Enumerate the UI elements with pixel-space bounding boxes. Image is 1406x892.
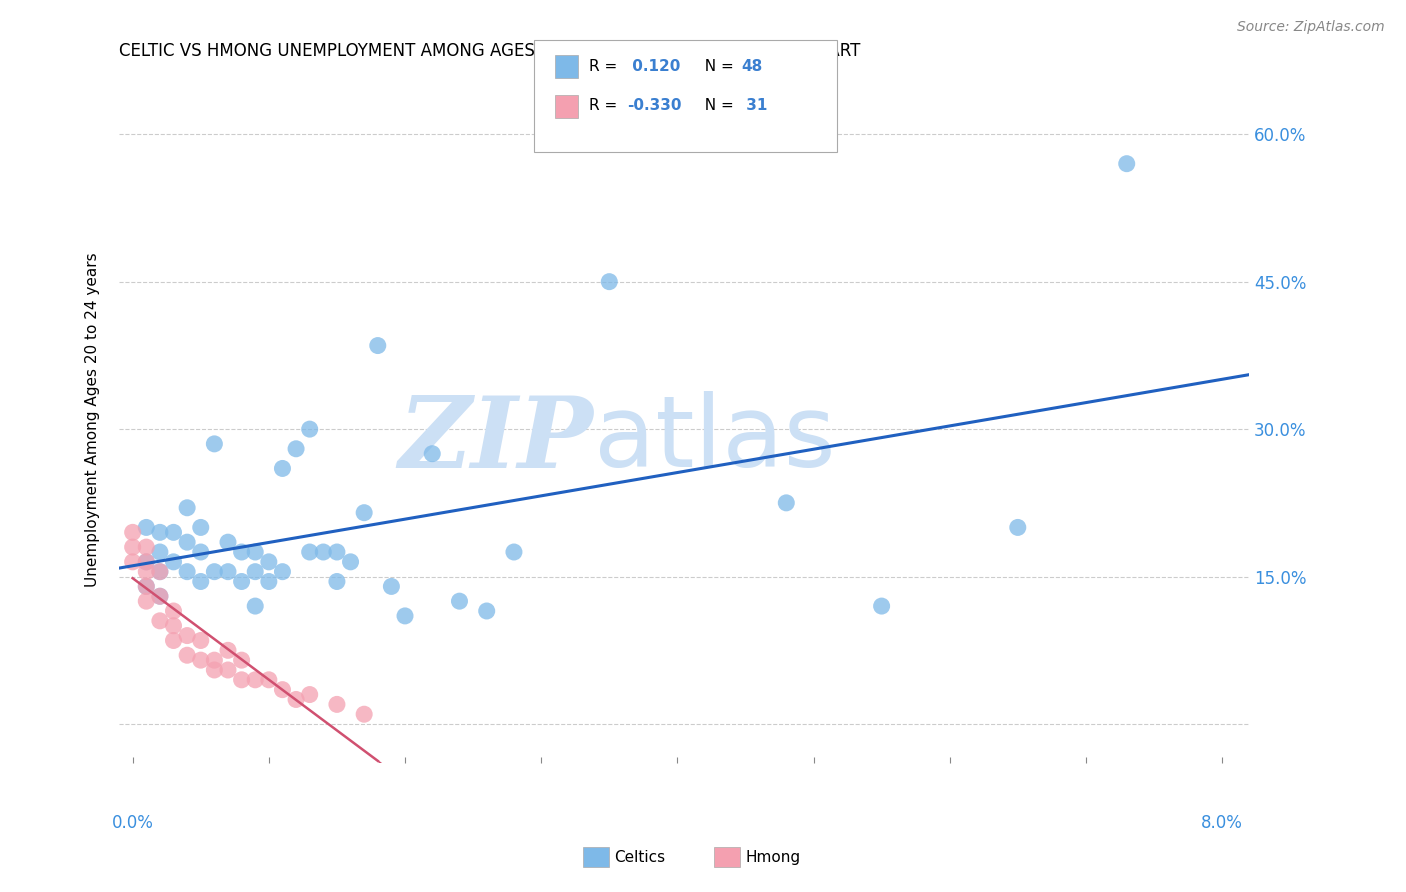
Point [271,565,294,579]
Point [326,574,349,589]
Point [420,447,443,461]
Point [176,565,198,579]
Point [135,565,157,579]
Point [1115,157,1137,171]
Point [135,555,157,569]
Point [285,442,308,456]
Text: N =: N = [695,98,738,113]
Point [1007,520,1029,534]
Point [380,579,402,593]
Point [326,545,349,559]
Point [121,555,143,569]
Point [775,496,797,510]
Text: N =: N = [695,59,738,74]
Text: -0.330: -0.330 [627,98,682,113]
Point [202,663,225,677]
Point [149,545,172,559]
Point [298,688,321,702]
Point [298,422,321,436]
Point [202,437,225,451]
Point [245,545,267,559]
Point [217,643,239,657]
Text: R =: R = [589,98,623,113]
Point [353,707,375,722]
Text: Source: ZipAtlas.com: Source: ZipAtlas.com [1237,20,1385,34]
Point [135,520,157,534]
Point [135,579,157,593]
Point [162,604,184,618]
Text: 8.0%: 8.0% [1201,814,1243,832]
Point [870,599,893,613]
Text: ZIP: ZIP [399,392,593,488]
Point [257,574,280,589]
Point [231,574,253,589]
Point [217,565,239,579]
Point [149,614,172,628]
Point [231,653,253,667]
Point [202,565,225,579]
Point [271,461,294,475]
Point [190,545,212,559]
Point [285,692,308,706]
Point [121,525,143,540]
Point [176,648,198,663]
Point [149,589,172,603]
Point [121,540,143,554]
Text: CELTIC VS HMONG UNEMPLOYMENT AMONG AGES 20 TO 24 YEARS CORRELATION CHART: CELTIC VS HMONG UNEMPLOYMENT AMONG AGES … [120,42,860,60]
Point [598,275,620,289]
Point [149,565,172,579]
Point [149,589,172,603]
Point [367,338,389,352]
Point [135,540,157,554]
Point [339,555,361,569]
Point [231,673,253,687]
Point [353,506,375,520]
Text: 0.0%: 0.0% [111,814,153,832]
Point [312,545,335,559]
Point [217,535,239,549]
Point [245,599,267,613]
Text: 48: 48 [741,59,762,74]
Point [135,555,157,569]
Text: R =: R = [589,59,623,74]
Point [176,535,198,549]
Point [257,673,280,687]
Point [202,653,225,667]
Point [190,633,212,648]
Text: 31: 31 [741,98,768,113]
Y-axis label: Unemployment Among Ages 20 to 24 years: Unemployment Among Ages 20 to 24 years [86,252,100,587]
Point [162,555,184,569]
Point [135,594,157,608]
Point [245,565,267,579]
Point [449,594,471,608]
Point [326,698,349,712]
Text: 0.120: 0.120 [627,59,681,74]
Text: Hmong: Hmong [745,850,800,864]
Point [149,525,172,540]
Point [217,663,239,677]
Point [475,604,498,618]
Point [162,619,184,633]
Point [394,608,416,623]
Point [135,579,157,593]
Point [231,545,253,559]
Point [503,545,526,559]
Point [176,500,198,515]
Point [190,653,212,667]
Point [190,520,212,534]
Text: atlas: atlas [593,392,835,489]
Point [149,565,172,579]
Point [176,629,198,643]
Point [162,633,184,648]
Text: Celtics: Celtics [614,850,665,864]
Point [190,574,212,589]
Point [298,545,321,559]
Point [162,525,184,540]
Point [271,682,294,697]
Point [245,673,267,687]
Point [257,555,280,569]
